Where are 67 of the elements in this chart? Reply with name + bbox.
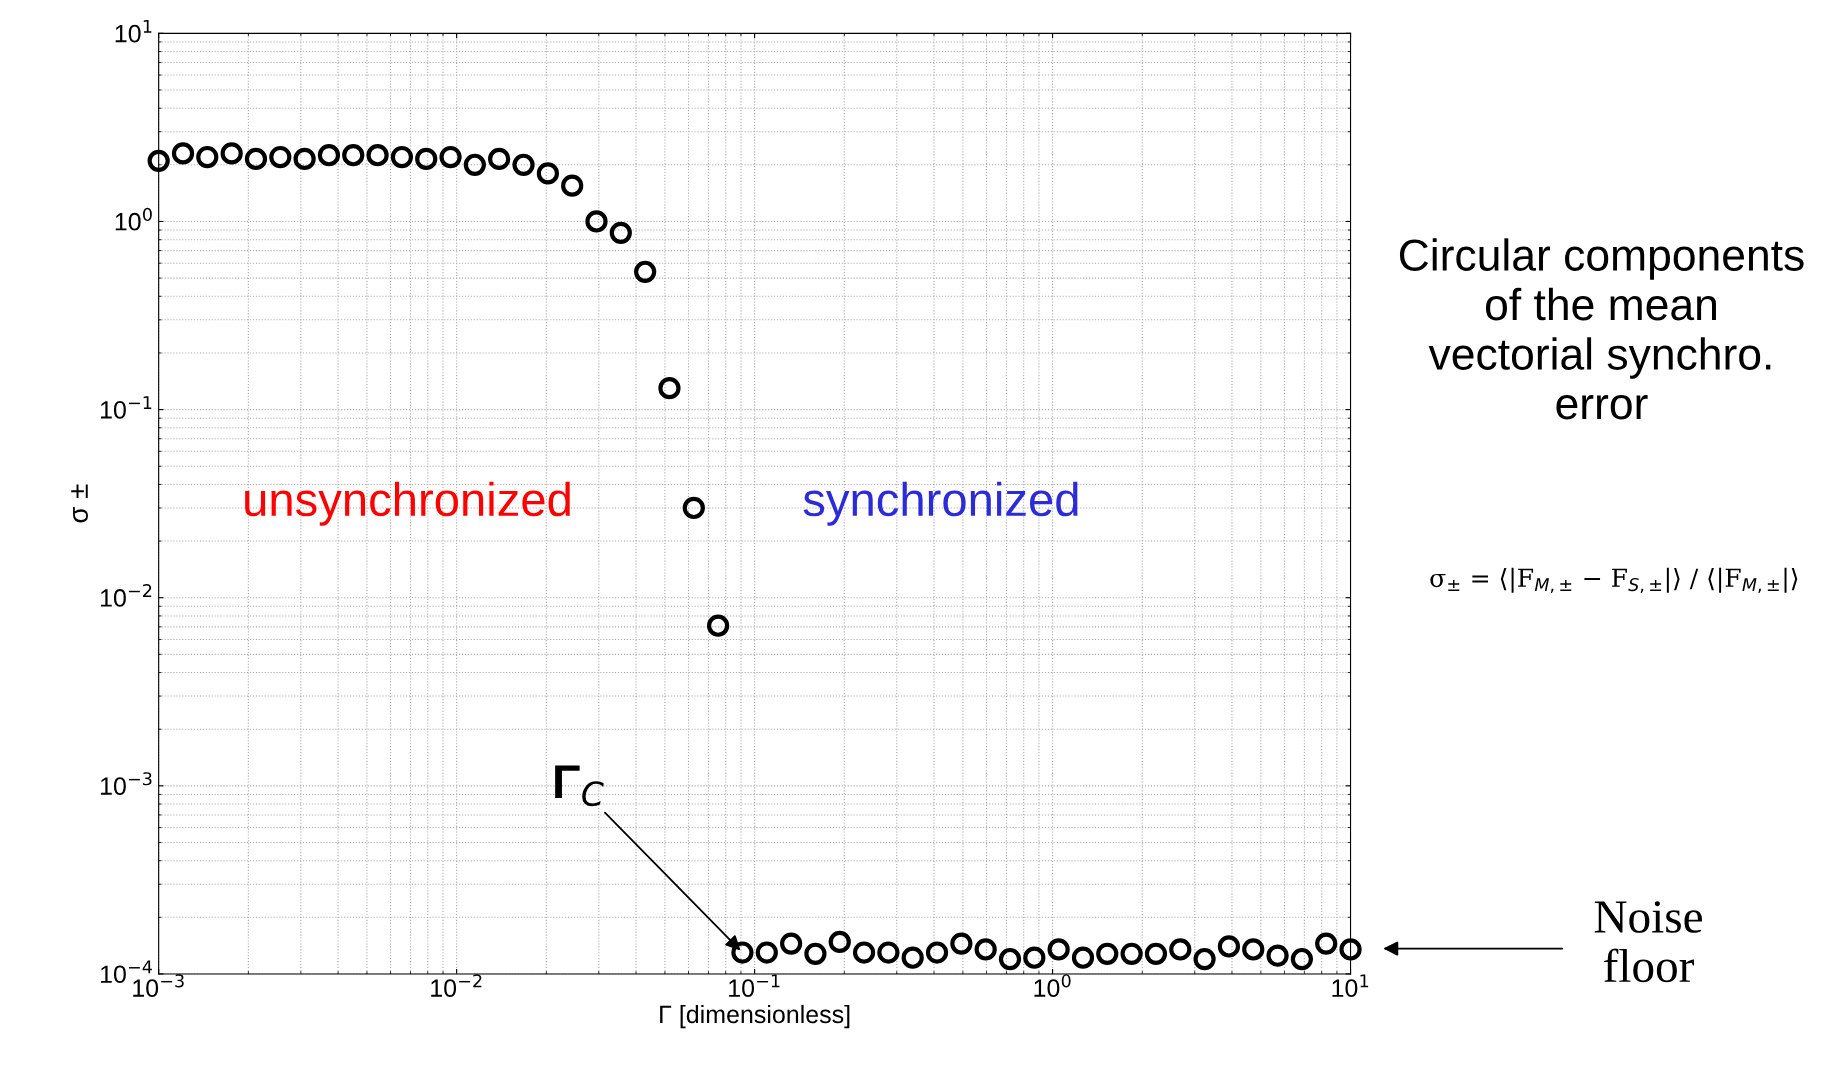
point — [1290, 947, 1313, 971]
annotation: unsynchronized — [245, 481, 570, 526]
point — [463, 153, 486, 176]
text: Noise floor — [1594, 901, 1702, 983]
point — [342, 144, 365, 167]
point — [780, 932, 803, 955]
point — [1120, 942, 1143, 965]
point — [390, 145, 414, 169]
x-tick-label: 10$^{1}$ — [1332, 974, 1369, 997]
point — [877, 941, 900, 964]
point — [707, 614, 730, 637]
point — [536, 162, 559, 185]
x-tick-label: 10$^{−2}$ — [431, 974, 482, 997]
point — [171, 142, 195, 165]
point — [415, 147, 438, 171]
point — [974, 938, 997, 961]
y-tick-label: 10$^{−1}$ — [100, 396, 152, 419]
point — [1071, 946, 1095, 969]
point — [828, 930, 851, 954]
y-axis-title: σ ± — [71, 484, 89, 523]
text: σ$_{±}$ = ⟨|F$_{M,±}$ − F$_{S,±}$|⟩ / ⟨|F$_{M,±}$|⟩ — [1430, 567, 1798, 593]
point — [220, 142, 243, 165]
point — [1217, 935, 1241, 958]
y-tick-label: 10$^{−2}$ — [100, 584, 152, 607]
point — [512, 153, 535, 176]
point — [1242, 938, 1265, 961]
point — [658, 377, 681, 400]
point — [366, 144, 389, 167]
point — [244, 147, 268, 171]
text: Circular components of the mean vectorial synchro. error — [1399, 238, 1804, 420]
point — [950, 932, 973, 955]
point — [1096, 942, 1119, 965]
y-tick-label: 10$^{0}$ — [115, 207, 152, 231]
point — [561, 174, 584, 197]
point — [196, 145, 219, 169]
point — [1047, 938, 1070, 961]
point — [269, 145, 292, 169]
point — [852, 941, 876, 964]
point — [901, 946, 924, 969]
point — [293, 147, 316, 171]
point — [1144, 942, 1168, 965]
point — [147, 149, 170, 172]
point — [682, 496, 705, 520]
point — [1169, 938, 1192, 961]
y-tick-label: 10$^{1}$ — [115, 19, 152, 43]
point — [804, 942, 827, 965]
point — [1339, 938, 1362, 961]
annotation: Γ$_{C}$ — [555, 765, 604, 807]
point — [634, 260, 657, 283]
point — [1315, 932, 1338, 955]
point — [925, 941, 949, 964]
point — [609, 221, 632, 244]
point — [755, 941, 778, 964]
x-tick-label: 10$^{−1}$ — [729, 974, 780, 997]
point — [1023, 946, 1046, 969]
point — [1193, 947, 1216, 971]
y-tick-label: 10$^{−3}$ — [100, 772, 152, 795]
point — [317, 144, 341, 167]
point — [439, 145, 462, 169]
point — [1266, 944, 1289, 967]
point — [585, 210, 608, 233]
point — [998, 947, 1022, 971]
x-tick-label: 10$^{0}$ — [1034, 974, 1071, 997]
point — [731, 941, 754, 964]
annotation: synchronized — [803, 481, 1078, 526]
x-axis-title: Γ [dimensionless] — [660, 1004, 850, 1029]
point — [488, 147, 511, 171]
